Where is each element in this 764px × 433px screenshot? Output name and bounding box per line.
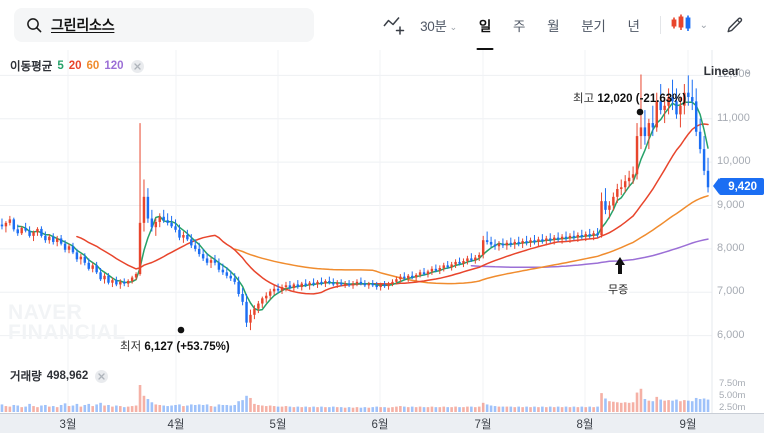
ma-period-120: 120 <box>104 60 124 72</box>
candlestick-icon <box>670 13 696 38</box>
volume-legend-title: 거래량 <box>10 371 42 383</box>
tab-year[interactable]: 년 <box>616 10 650 40</box>
scale-select-label: Linear <box>703 64 740 78</box>
current-price-badge: 9,420 <box>713 178 764 196</box>
month-axis-tick: 8월 <box>576 419 594 431</box>
ma-period-60: 60 <box>86 60 100 72</box>
volume-axis-tick: 2.50m <box>719 402 746 413</box>
annotation-high: 최고 12,020 (-21.63%) <box>573 90 686 106</box>
volume-legend-value: 498,962 <box>46 370 89 382</box>
chart-toolbar: 그린리소스 30분 ⌄ 일 주 월 분기 년 <box>0 0 764 50</box>
annotation-event: 무증 <box>607 281 630 297</box>
chevron-down-icon: ⌄ <box>699 19 708 31</box>
volume-axis-tick: 7.50m <box>719 378 746 389</box>
draw-tool-button[interactable] <box>720 10 750 40</box>
month-axis-tick: 5월 <box>269 419 287 431</box>
tab-day[interactable]: 일 <box>468 10 502 40</box>
tab-day-label: 일 <box>478 19 491 34</box>
price-axis-tick: 9,000 <box>717 198 745 211</box>
close-icon[interactable] <box>95 369 109 383</box>
ma-legend: 이동평균 5 20 60 120 <box>10 58 144 74</box>
tab-month-label: 월 <box>547 19 560 34</box>
ma-legend-title: 이동평균 <box>10 61 53 73</box>
annotation-high-label: 최고 <box>573 93 595 105</box>
price-axis-tick: 6,000 <box>717 328 745 341</box>
month-axis-tick: 7월 <box>474 419 492 431</box>
price-axis-tick: 12,000 <box>717 68 751 81</box>
month-axis-tick: 6월 <box>371 419 389 431</box>
tab-week-label: 주 <box>512 19 526 34</box>
annotation-high-value: 12,020 <box>597 93 633 105</box>
search-value: 그린리소스 <box>51 17 115 33</box>
timeframe-group: 30분 ⌄ 일 주 월 분기 년 <box>409 10 651 40</box>
chevron-down-icon: ⌄ <box>449 22 458 32</box>
tab-quarter[interactable]: 분기 <box>570 10 616 40</box>
interval-select[interactable]: 30분 ⌄ <box>409 10 468 40</box>
annotation-low-label: 최저 <box>120 341 142 353</box>
annotation-event-label: 무증 <box>608 284 629 296</box>
current-price-value: 9,420 <box>728 180 757 193</box>
add-indicator-button[interactable] <box>379 10 409 40</box>
month-axis-tick: 9월 <box>679 419 697 431</box>
annotation-high-change: (-21.63%) <box>635 93 687 105</box>
price-axis-tick: 7,000 <box>717 285 745 298</box>
x-axis-bar <box>0 413 764 433</box>
tab-quarter-label: 분기 <box>581 19 606 34</box>
ma-period-5: 5 <box>57 60 64 72</box>
close-icon[interactable] <box>130 59 144 73</box>
volume-legend: 거래량 498,962 <box>10 368 109 384</box>
ma-period-20: 20 <box>68 60 82 72</box>
price-axis-tick: 8,000 <box>717 241 745 254</box>
month-axis-tick: 3월 <box>59 419 77 431</box>
annotation-low-change: (+53.75%) <box>176 341 230 353</box>
chart-canvas[interactable] <box>0 50 764 433</box>
price-volume-plot[interactable] <box>0 50 764 433</box>
tab-month[interactable]: 월 <box>536 10 570 40</box>
search-input[interactable]: 그린리소스 <box>14 8 314 42</box>
chevron-down-icon: ⌄ <box>743 65 752 77</box>
price-axis-tick: 10,000 <box>717 155 751 168</box>
price-axis-tick: 11,000 <box>717 111 750 124</box>
annotation-low-value: 6,127 <box>144 341 174 353</box>
tab-week[interactable]: 주 <box>502 10 536 40</box>
tab-year-label: 년 <box>627 19 640 34</box>
search-icon <box>26 17 42 33</box>
toolbar-divider <box>659 16 661 34</box>
month-axis-tick: 4월 <box>167 419 185 431</box>
annotation-low: 최저 6,127 (+53.75%) <box>120 338 230 354</box>
scale-select[interactable]: Linear ⌄ <box>704 64 752 78</box>
volume-axis-tick: 5.00m <box>719 390 746 401</box>
chart-type-button[interactable]: ⌄ <box>670 13 708 38</box>
interval-select-label: 30분 <box>420 19 447 34</box>
